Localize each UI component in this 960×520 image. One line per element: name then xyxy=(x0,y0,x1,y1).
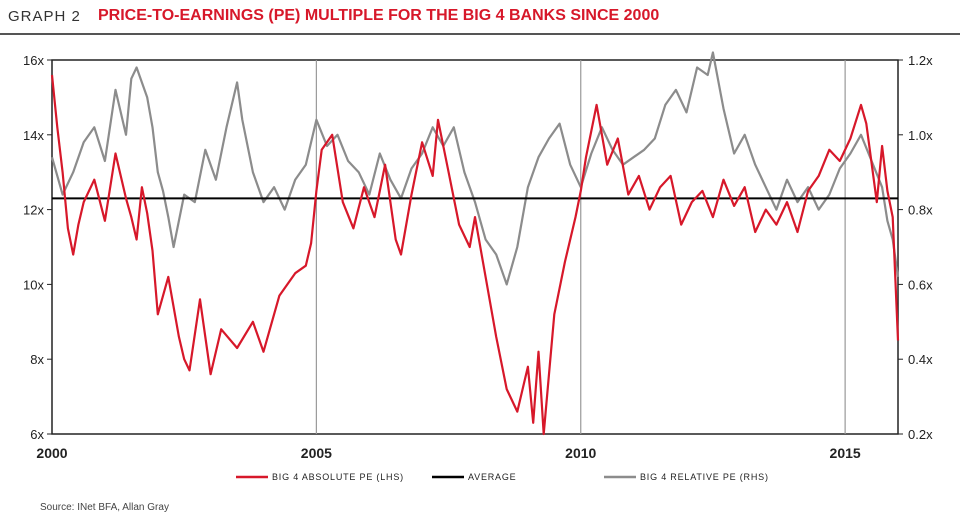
x-tick-label: 2010 xyxy=(565,445,596,461)
right-tick-label: 0.6x xyxy=(908,277,933,292)
left-axis-ticks: 6x 8x 10x 12x 14x 16x xyxy=(23,53,52,442)
header-rule xyxy=(0,33,960,35)
left-tick-label: 8x xyxy=(30,352,44,367)
right-tick-label: 0.2x xyxy=(908,427,933,442)
left-tick-label: 12x xyxy=(23,203,44,218)
x-tick-label: 2000 xyxy=(36,445,67,461)
left-tick-label: 10x xyxy=(23,277,44,292)
chart-header: GRAPH 2 PRICE-TO-EARNINGS (PE) MULTIPLE … xyxy=(0,0,960,36)
vertical-gridlines xyxy=(315,60,846,434)
legend-absolute-label: BIG 4 ABSOLUTE PE (LHS) xyxy=(272,472,404,482)
relative-pe-line xyxy=(50,51,900,286)
left-tick-label: 16x xyxy=(23,53,44,68)
right-tick-label: 0.8x xyxy=(908,203,933,218)
legend-relative-label: BIG 4 RELATIVE PE (RHS) xyxy=(640,472,769,482)
graph-label: GRAPH 2 xyxy=(8,8,81,25)
right-tick-label: 1.2x xyxy=(908,53,933,68)
left-tick-label: 14x xyxy=(23,128,44,143)
x-axis-ticks: 2000 2005 2010 2015 xyxy=(36,445,860,461)
left-tick-label: 6x xyxy=(30,427,44,442)
x-tick-label: 2015 xyxy=(830,445,861,461)
source-note: Source: INet BFA, Allan Gray xyxy=(40,502,169,513)
x-tick-label: 2005 xyxy=(301,445,332,461)
series-layer xyxy=(50,51,900,436)
right-axis-ticks: 0.2x 0.4x 0.6x 0.8x 1.0x 1.2x xyxy=(898,53,933,442)
right-tick-label: 0.4x xyxy=(908,352,933,367)
absolute-pe-line xyxy=(50,74,900,436)
plot-frame xyxy=(51,59,899,435)
chart-title: PRICE-TO-EARNINGS (PE) MULTIPLE FOR THE … xyxy=(98,7,660,24)
legend: BIG 4 ABSOLUTE PE (LHS) AVERAGE BIG 4 RE… xyxy=(236,472,769,482)
legend-average-label: AVERAGE xyxy=(468,472,516,482)
right-tick-label: 1.0x xyxy=(908,128,933,143)
